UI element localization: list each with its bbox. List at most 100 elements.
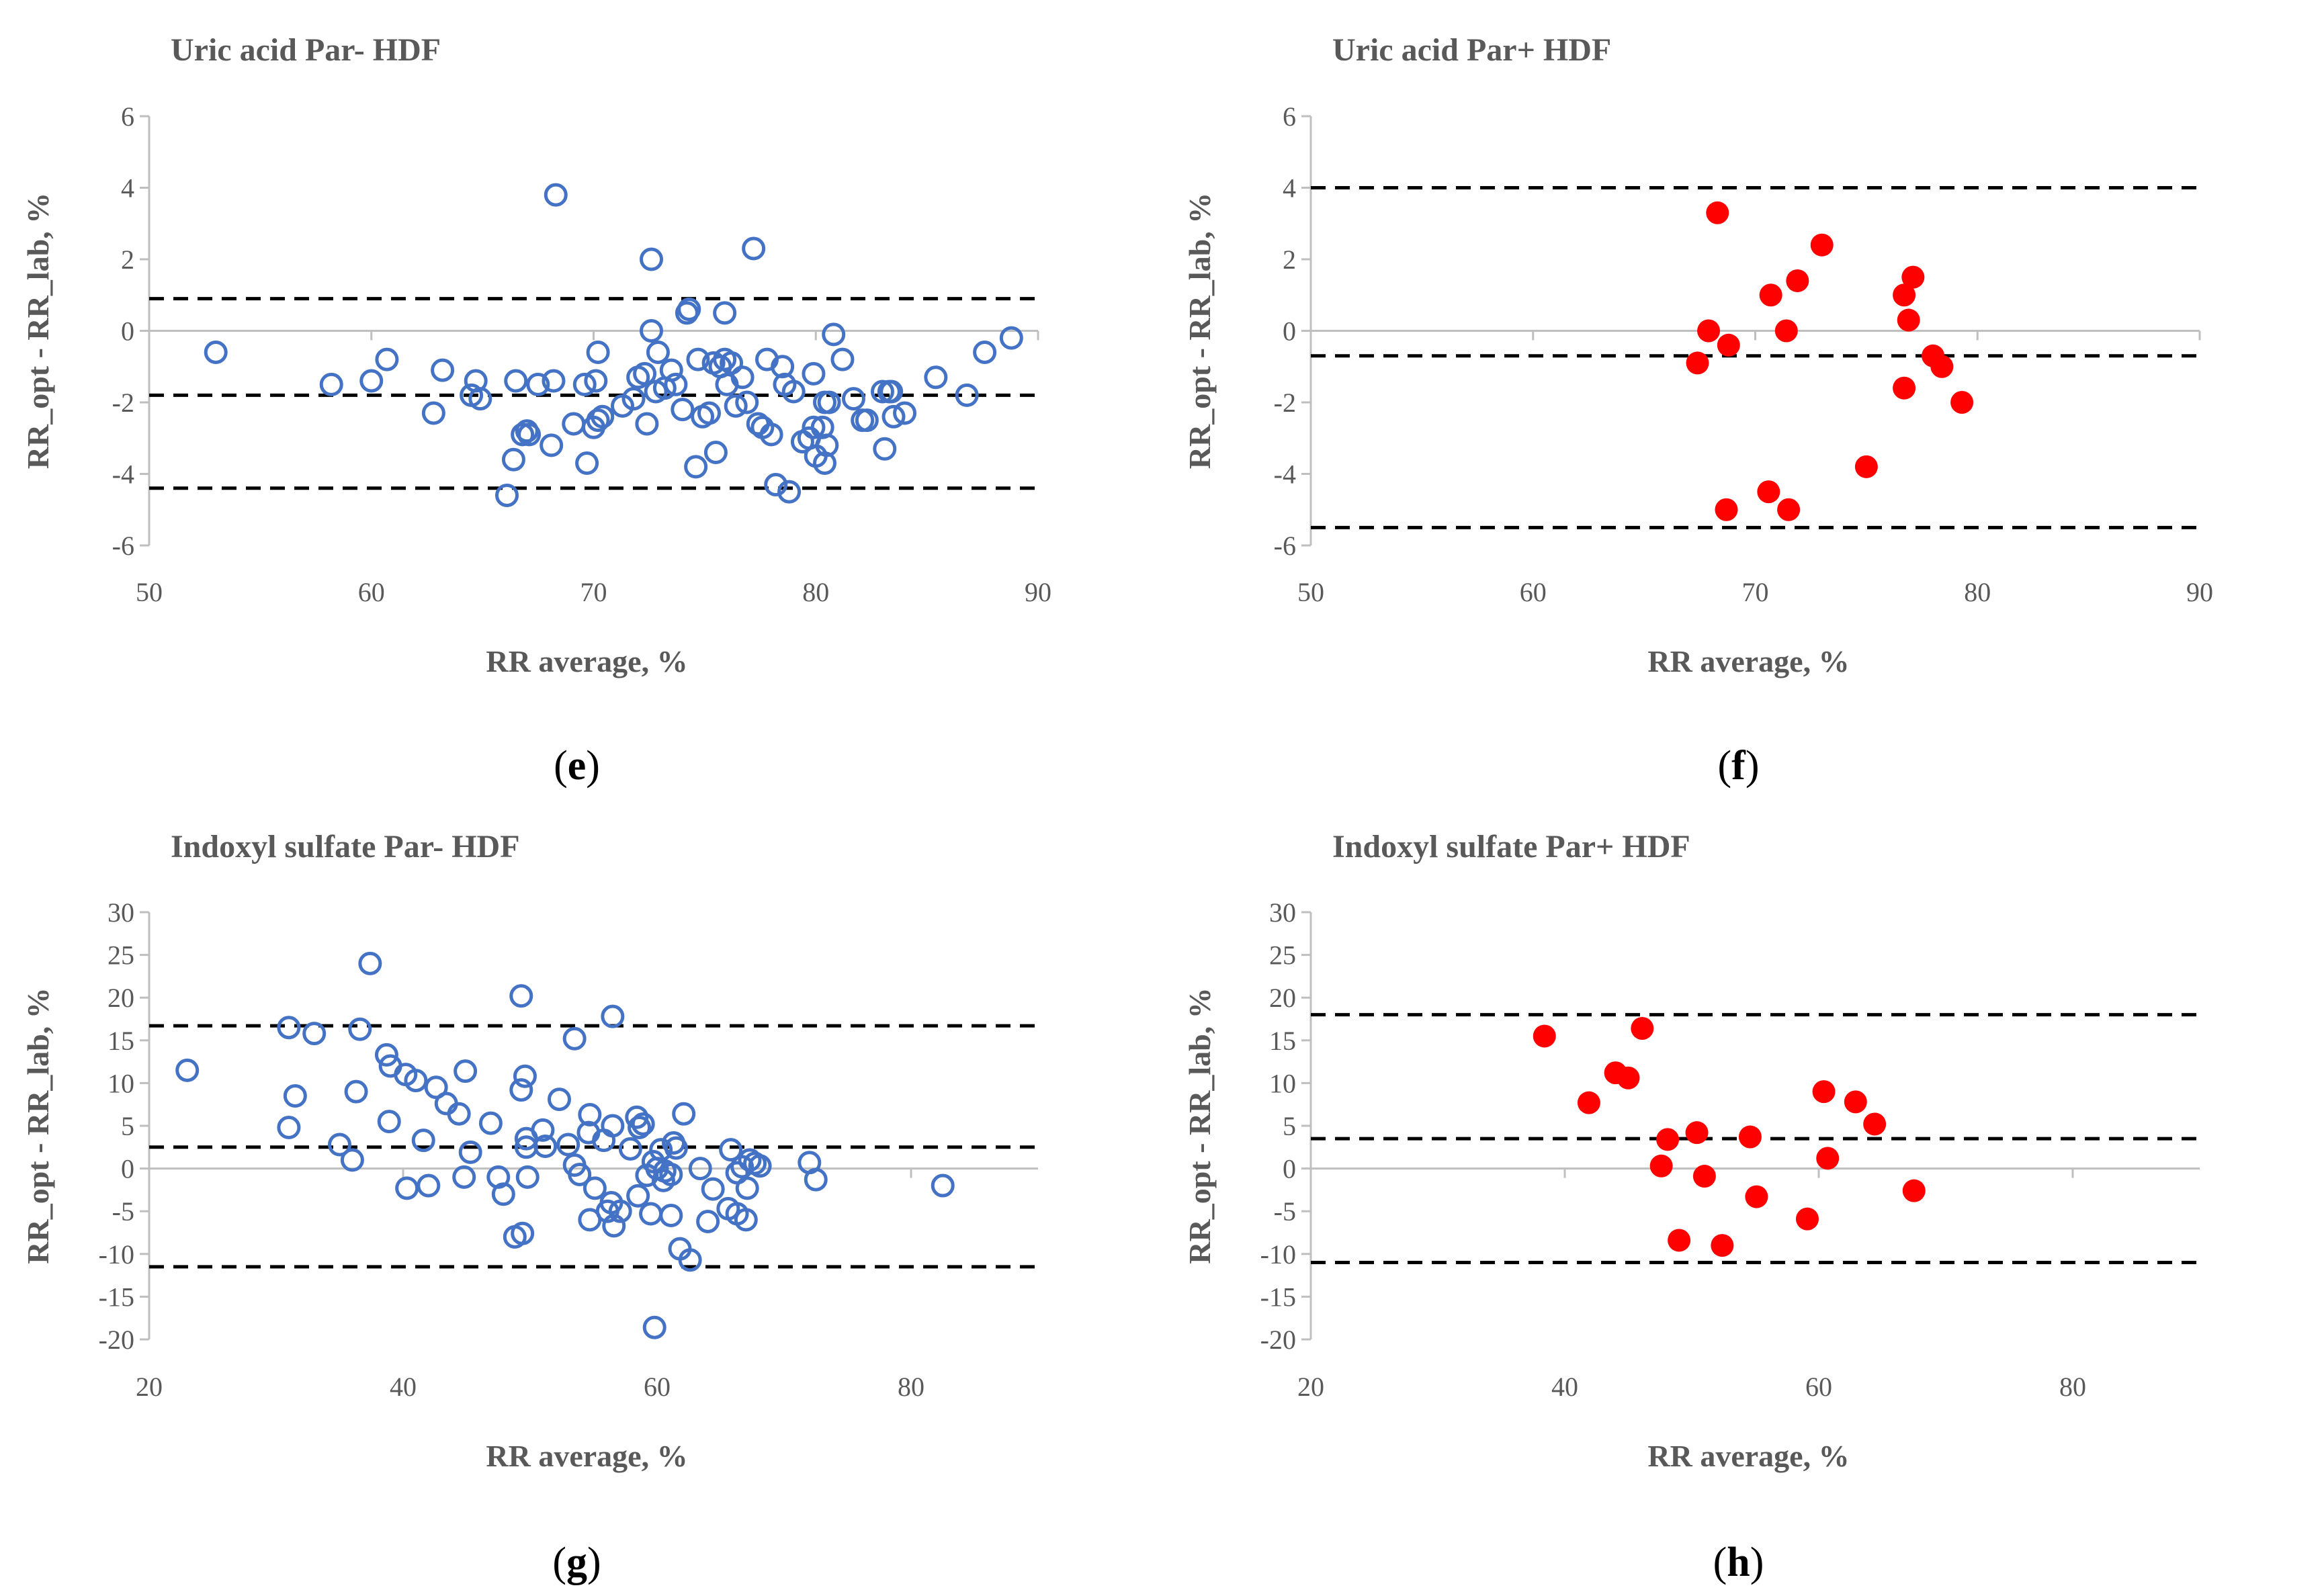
data-point <box>1685 1121 1709 1145</box>
data-point <box>556 1133 580 1157</box>
data-point <box>730 365 755 390</box>
data-point <box>735 1176 759 1200</box>
x-tick-label: 80 <box>2059 1372 2086 1402</box>
y-tick-label: -2 <box>112 388 134 418</box>
data-point <box>424 1075 448 1100</box>
y-tick-label: 0 <box>1283 1154 1296 1184</box>
data-point <box>1697 319 1721 343</box>
data-point <box>328 1133 351 1157</box>
chart-title: Indoxyl sulfate Par+ HDF <box>1332 829 1690 864</box>
y-tick-label: -4 <box>1274 459 1296 490</box>
data-point <box>1759 283 1782 307</box>
data-point <box>1777 498 1801 521</box>
data-point <box>395 1176 419 1200</box>
data-point <box>277 1116 301 1140</box>
data-point <box>1715 498 1738 521</box>
y-tick-label: -5 <box>112 1196 134 1227</box>
data-point <box>509 1078 533 1102</box>
data-point <box>319 372 343 396</box>
data-point <box>1577 1091 1600 1114</box>
data-point <box>802 415 826 439</box>
y-tick-label: 5 <box>1283 1111 1296 1141</box>
y-tick-label: 6 <box>1283 101 1296 132</box>
x-axis-label: RR average, % <box>486 1439 687 1473</box>
data-point <box>764 472 788 496</box>
y-tick-label: 6 <box>121 101 134 132</box>
data-point <box>642 1315 666 1339</box>
data-point <box>533 1135 558 1159</box>
data-point <box>562 1026 587 1051</box>
data-point <box>1930 355 1954 378</box>
data-point <box>1656 1128 1680 1151</box>
data-point <box>664 372 688 396</box>
y-tick-label: -6 <box>1274 531 1296 561</box>
data-point <box>283 1083 307 1108</box>
y-axis-label: RR_opt - RR_lab, % <box>1182 193 1217 469</box>
y-tick-label: -2 <box>1274 388 1296 418</box>
y-tick-label: -6 <box>112 531 134 561</box>
data-point <box>1745 1185 1768 1208</box>
data-point <box>575 451 599 476</box>
data-point <box>515 1165 540 1189</box>
data-point <box>1816 1147 1840 1170</box>
data-point <box>584 369 608 393</box>
data-point <box>452 1165 476 1189</box>
data-point <box>358 951 382 975</box>
x-tick-label: 40 <box>1551 1372 1578 1402</box>
data-point <box>671 398 695 422</box>
data-point <box>688 1157 712 1181</box>
data-point <box>735 390 759 414</box>
data-point <box>759 423 783 447</box>
y-tick-label: 0 <box>121 1154 134 1184</box>
data-point <box>431 358 455 382</box>
data-point <box>1812 1080 1836 1104</box>
x-tick-label: 70 <box>1742 577 1769 607</box>
data-point <box>511 423 535 447</box>
data-point <box>724 394 748 418</box>
x-tick-label: 80 <box>802 577 829 607</box>
y-tick-label: 25 <box>107 940 134 971</box>
chart-f: Uric acid Par+ HDF -6 -4 -2 0 2 4 6 50 60 70 80 90 RR… <box>1182 32 2213 789</box>
data-point <box>771 355 795 379</box>
data-point <box>659 1163 683 1187</box>
data-point <box>1893 376 1916 400</box>
data-point <box>404 1069 428 1093</box>
data-point <box>478 1111 503 1135</box>
y-tick-label: -15 <box>99 1282 134 1312</box>
y-tick-label: -10 <box>1260 1239 1296 1270</box>
data-point <box>544 183 568 207</box>
data-point <box>175 1058 200 1082</box>
data-point <box>804 1167 828 1192</box>
data-point <box>659 1204 683 1228</box>
y-tick-label: -4 <box>112 459 134 490</box>
data-point <box>1631 1016 1654 1040</box>
data-point <box>748 1154 772 1178</box>
data-point <box>302 1022 327 1046</box>
data-point <box>1649 1154 1673 1178</box>
data-point <box>359 369 384 393</box>
y-tick-label: 25 <box>1269 940 1296 971</box>
data-point <box>631 1112 655 1136</box>
panel-g: Indoxyl sulfate Par- HDF -20 -15 -10 -5 0 5 10 1… <box>0 798 1162 1596</box>
y-tick-label: 15 <box>107 1026 134 1056</box>
y-tick-label: -20 <box>1260 1325 1296 1355</box>
data-point <box>686 347 710 371</box>
data-point <box>608 1199 632 1223</box>
x-tick-label: 50 <box>1297 577 1324 607</box>
data-point <box>777 480 802 504</box>
chart-title: Uric acid Par+ HDF <box>1332 32 1611 68</box>
data-point <box>495 483 519 507</box>
x-axis-label: RR average, % <box>1647 1439 1849 1473</box>
x-tick-label: 50 <box>136 577 163 607</box>
data-point <box>678 1248 702 1272</box>
y-tick-label: 10 <box>1269 1068 1296 1098</box>
data-point <box>625 1105 649 1129</box>
data-point <box>1844 1090 1867 1114</box>
data-point <box>628 1116 652 1140</box>
chart-title: Uric acid Par- HDF <box>171 32 441 68</box>
panel-h: Indoxyl sulfate Par+ HDF -20 -15 -10 -5 0 5 10 1… <box>1162 798 2323 1596</box>
x-axis-label: RR average, % <box>1647 644 1849 678</box>
data-point <box>468 387 492 411</box>
data-point <box>509 984 533 1008</box>
data-point <box>562 412 586 436</box>
